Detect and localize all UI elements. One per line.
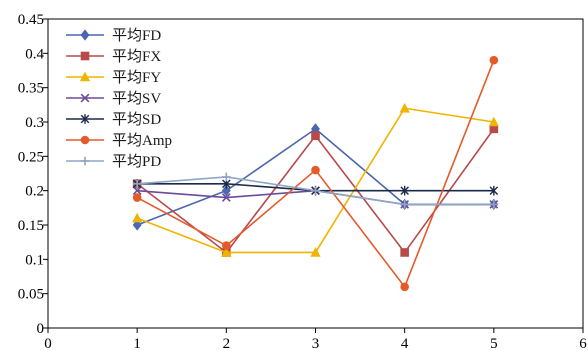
data-point (132, 179, 142, 189)
legend-marker (80, 114, 90, 124)
y-tick-label: 0.05 (18, 287, 44, 303)
data-point (132, 193, 142, 202)
data-point (399, 102, 410, 113)
legend-label: 平均SV (112, 90, 161, 107)
x-tick-label: 3 (312, 336, 320, 350)
y-tick-label: 0.25 (18, 149, 44, 165)
data-point (311, 165, 320, 175)
series-6 (132, 55, 499, 292)
data-point (311, 131, 320, 141)
y-tick-label: 0.45 (18, 12, 44, 28)
x-tick-label: 5 (490, 336, 498, 350)
legend: 平均FD 平均FX 平均FY 平均SV 平均SD 平均Amp 平均PD (66, 27, 172, 170)
legend-item: 平均FX (66, 48, 161, 65)
y-tick-label: 0.4 (25, 46, 44, 62)
legend-item: 平均FD (66, 27, 161, 44)
data-point (489, 185, 499, 196)
legend-label: 平均SD (112, 111, 161, 128)
x-tick-label: 2 (223, 336, 231, 350)
series-3 (132, 102, 499, 257)
legend-marker (79, 71, 91, 82)
legend-item: 平均FY (66, 69, 161, 86)
legend-item: 平均SV (66, 90, 161, 107)
x-tick-label: 6 (579, 336, 587, 350)
y-tick-label: 0.35 (18, 81, 44, 97)
x-tick-label: 4 (401, 336, 409, 350)
y-tick-label: 0.15 (18, 218, 44, 234)
y-tick-label: 0 (37, 321, 45, 337)
data-point (311, 186, 320, 195)
legend-item: 平均PD (66, 153, 161, 170)
data-point (222, 241, 231, 250)
legend-label: 平均Amp (112, 132, 172, 149)
x-tick-label: 0 (44, 336, 52, 350)
axes: 0 0.05 0.1 0.15 0.2 0.25 0.3 0.35 0.4 0.45 0 1 2 3 4 5 6 (18, 12, 588, 350)
legend-marker (80, 135, 90, 145)
legend-item: 平均Amp (66, 132, 172, 149)
data-point (488, 116, 499, 127)
data-point (222, 172, 231, 182)
data-point (400, 185, 409, 196)
data-point (310, 247, 321, 257)
data-point (400, 282, 409, 292)
legend-marker (80, 29, 90, 41)
data-point (132, 212, 143, 223)
series-line (136, 128, 494, 226)
series-7 (132, 172, 499, 209)
legend-marker (80, 156, 90, 166)
data-point (221, 193, 231, 202)
data-point (489, 200, 499, 209)
data-point (221, 247, 232, 257)
legend-label: 平均FY (112, 69, 161, 86)
data-point (132, 186, 142, 196)
y-tick-label: 0.3 (25, 115, 44, 131)
legend-label: 平均PD (112, 153, 161, 170)
data-point (132, 219, 142, 231)
series-layer (132, 55, 499, 292)
y-tick-label: 0.1 (25, 252, 44, 268)
y-tick-label: 0.2 (25, 184, 44, 200)
data-point (400, 248, 409, 257)
data-point (400, 200, 409, 209)
legend-marker (80, 93, 90, 103)
legend-item: 平均SD (66, 111, 161, 128)
data-point (221, 185, 231, 197)
data-point (489, 55, 499, 65)
legend-marker (80, 51, 90, 61)
legend-label: 平均FD (112, 27, 161, 44)
legend-label: 平均FX (112, 48, 161, 65)
x-tick-label: 1 (133, 336, 141, 350)
